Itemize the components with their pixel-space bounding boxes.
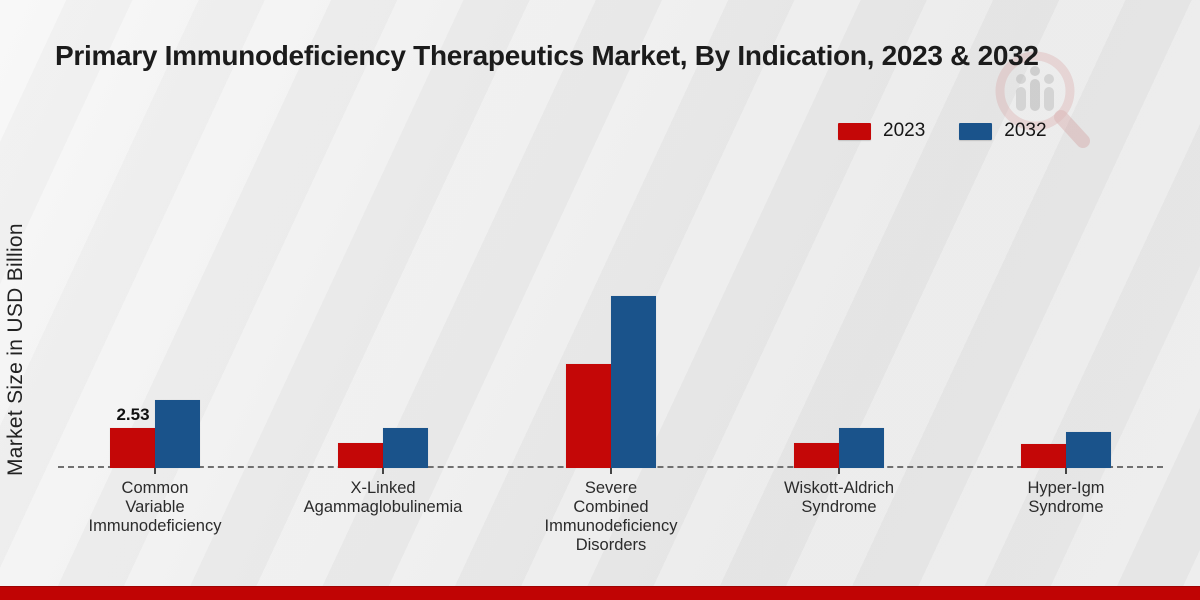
bar-2032-common-variable-immunodeficiency	[155, 400, 200, 468]
legend: 2023 2032	[838, 120, 1047, 142]
legend-item-2032: 2032	[959, 120, 1047, 142]
bar-2023-severe-combined-immunodeficiency-disorders	[566, 363, 611, 468]
legend-label-2023: 2023	[883, 120, 926, 141]
category-label-wiskott-aldrich-syndrome: Wiskott-Aldrich Syndrome	[783, 479, 894, 516]
category-label-x-linked-agammaglobulinemia: X-Linked Agammaglobulinemia	[303, 479, 463, 516]
category-label-severe-combined-immunodeficiency-disorders: Severe Combined Immunodeficiency Disorde…	[544, 479, 678, 554]
x-axis-tick	[382, 468, 384, 474]
x-axis-tick	[838, 468, 840, 474]
x-axis-tick	[154, 468, 156, 474]
category-label-hyper-igm-syndrome: Hyper-Igm Syndrome	[1027, 479, 1105, 516]
y-axis-label: Market Size in USD Billion	[4, 223, 27, 477]
bar-2032-x-linked-agammaglobulinemia	[383, 428, 428, 468]
bar-2023-x-linked-agammaglobulinemia	[338, 442, 383, 468]
value-label-2023: 2.53	[116, 405, 150, 424]
category-label-common-variable-immunodeficiency: Common Variable Immunodeficiency	[88, 479, 222, 535]
chart-title: Primary Immunodeficiency Therapeutics Ma…	[55, 40, 1039, 71]
magnifier-bars-icon	[995, 51, 1090, 148]
bar-2023-hyper-igm-syndrome	[1021, 444, 1066, 468]
bar-2023-common-variable-immunodeficiency	[110, 428, 155, 468]
bar-2032-severe-combined-immunodeficiency-disorders	[611, 295, 656, 468]
footer-accent-bar	[0, 586, 1200, 600]
bar-2032-hyper-igm-syndrome	[1066, 431, 1111, 468]
legend-swatch-2032	[959, 122, 993, 140]
market-research-logo-watermark	[985, 45, 1095, 154]
x-axis-tick	[610, 468, 612, 474]
x-axis-tick	[1065, 468, 1067, 474]
legend-swatch-2023	[838, 122, 871, 140]
bar-2032-wiskott-aldrich-syndrome	[839, 428, 884, 468]
legend-label-2032: 2032	[1004, 120, 1047, 141]
bar-2023-wiskott-aldrich-syndrome	[794, 442, 839, 468]
legend-item-2023: 2023	[838, 120, 925, 142]
